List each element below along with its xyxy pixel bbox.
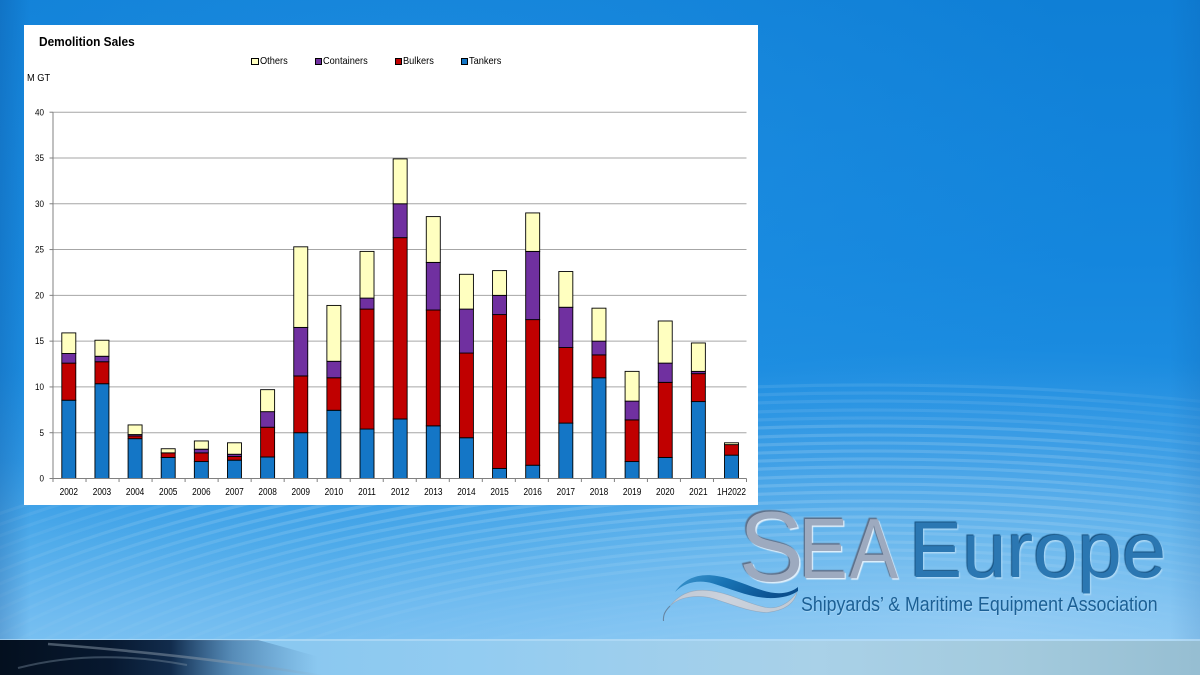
svg-text:1H2022: 1H2022 bbox=[717, 486, 746, 497]
svg-text:2006: 2006 bbox=[192, 486, 210, 497]
svg-text:20: 20 bbox=[35, 290, 44, 301]
svg-text:35: 35 bbox=[35, 152, 44, 163]
svg-text:2015: 2015 bbox=[490, 486, 508, 497]
svg-text:2002: 2002 bbox=[60, 486, 78, 497]
svg-text:2019: 2019 bbox=[623, 486, 641, 497]
svg-text:2012: 2012 bbox=[391, 486, 409, 497]
svg-text:2020: 2020 bbox=[656, 486, 674, 497]
svg-text:2003: 2003 bbox=[93, 486, 111, 497]
svg-text:2013: 2013 bbox=[424, 486, 442, 497]
svg-text:2009: 2009 bbox=[292, 486, 310, 497]
svg-text:2010: 2010 bbox=[325, 486, 343, 497]
svg-text:2004: 2004 bbox=[126, 486, 144, 497]
svg-text:40: 40 bbox=[35, 107, 44, 118]
svg-text:2011: 2011 bbox=[358, 486, 376, 497]
svg-text:2017: 2017 bbox=[557, 486, 575, 497]
svg-text:2018: 2018 bbox=[590, 486, 608, 497]
svg-text:2014: 2014 bbox=[457, 486, 475, 497]
svg-text:30: 30 bbox=[35, 198, 44, 209]
svg-text:2008: 2008 bbox=[258, 486, 276, 497]
svg-text:5: 5 bbox=[40, 427, 45, 438]
svg-text:2016: 2016 bbox=[523, 486, 541, 497]
svg-text:25: 25 bbox=[35, 244, 44, 255]
svg-text:2021: 2021 bbox=[689, 486, 707, 497]
svg-text:10: 10 bbox=[35, 381, 44, 392]
svg-text:2005: 2005 bbox=[159, 486, 177, 497]
svg-text:15: 15 bbox=[35, 336, 44, 347]
svg-text:0: 0 bbox=[40, 473, 45, 484]
svg-text:2007: 2007 bbox=[225, 486, 243, 497]
